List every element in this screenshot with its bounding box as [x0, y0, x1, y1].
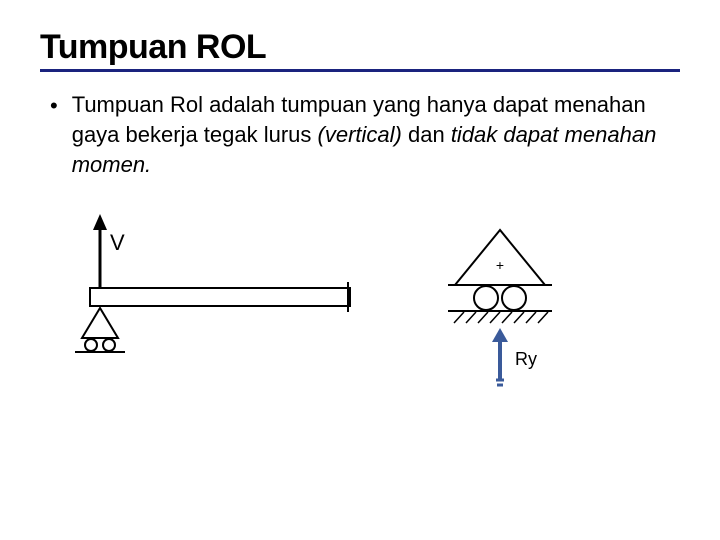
- v-arrow-head: [93, 214, 107, 230]
- ry-label: Ry: [515, 349, 537, 369]
- beam: [90, 288, 350, 306]
- roller-1: [474, 286, 498, 310]
- plus-label: +: [496, 257, 504, 273]
- v-label: V: [110, 230, 125, 255]
- ry-arrow-head: [492, 328, 508, 342]
- bullet-marker: •: [50, 92, 58, 120]
- diagram-right: + Ry: [420, 220, 580, 420]
- diagram-area: V +: [40, 200, 680, 460]
- support-triangle: [82, 308, 118, 338]
- diagram-left: V: [70, 210, 370, 380]
- bullet-item: • Tumpuan Rol adalah tumpuan yang hanya …: [40, 90, 680, 180]
- roller-left: [85, 339, 97, 351]
- roller-right: [103, 339, 115, 351]
- hatching: [454, 312, 548, 323]
- page-title: Tumpuan ROL: [40, 28, 680, 67]
- bullet-text: Tumpuan Rol adalah tumpuan yang hanya da…: [72, 90, 680, 180]
- title-underline: [40, 69, 680, 72]
- bullet-text-mid: dan: [402, 122, 451, 147]
- bullet-italic-1: (vertical): [318, 122, 402, 147]
- roller-2: [502, 286, 526, 310]
